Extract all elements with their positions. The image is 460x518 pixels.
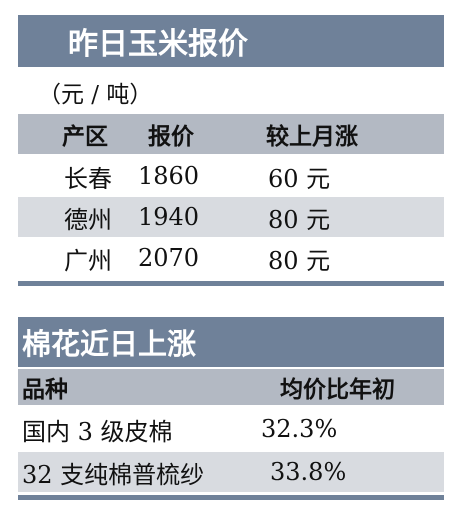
row-change: 80 元 [268, 246, 331, 275]
row-region: 德州 [64, 205, 112, 234]
row-region: 广州 [64, 246, 112, 275]
table-row: 国内 3 级皮棉 32.3% [18, 408, 444, 450]
row-variety: 32 支纯棉普梳纱 [22, 460, 205, 489]
header-change-since-new-year: 均价比年初 [280, 377, 395, 403]
row-variety: 国内 3 级皮棉 [22, 417, 173, 446]
cotton-table-bottom-rule [18, 495, 444, 500]
unit-label: （元 / 吨） [38, 82, 153, 108]
table-row: 32 支纯棉普梳纱 33.8% [18, 452, 444, 492]
cotton-table-header: 品种 均价比年初 [18, 369, 444, 405]
unit-row: （元 / 吨） [18, 70, 444, 114]
table-row: 长春 1860 60 元 [18, 156, 444, 196]
row-change: 80 元 [268, 205, 331, 234]
row-change: 32.3% [261, 415, 338, 443]
header-monthly-change: 较上月涨 [266, 124, 358, 150]
row-price: 1860 [138, 162, 200, 190]
table-row: 广州 2070 80 元 [18, 238, 444, 278]
row-region: 长春 [64, 164, 112, 193]
header-variety: 品种 [22, 377, 68, 403]
row-change: 33.8% [270, 458, 347, 486]
header-region: 产区 [62, 124, 108, 150]
row-change: 60 元 [268, 164, 331, 193]
row-price: 1940 [138, 203, 200, 231]
table-row: 德州 1940 80 元 [18, 197, 444, 237]
corn-price-title-bar: 昨日玉米报价 [18, 15, 444, 67]
cotton-price-title: 棉花近日上涨 [22, 327, 197, 361]
header-price: 报价 [148, 124, 194, 150]
row-price: 2070 [138, 244, 200, 272]
cotton-price-title-bar: 棉花近日上涨 [18, 317, 444, 367]
corn-table-header: 产区 报价 较上月涨 [18, 114, 444, 154]
corn-price-title: 昨日玉米报价 [68, 27, 248, 62]
corn-table-bottom-rule [18, 281, 444, 286]
